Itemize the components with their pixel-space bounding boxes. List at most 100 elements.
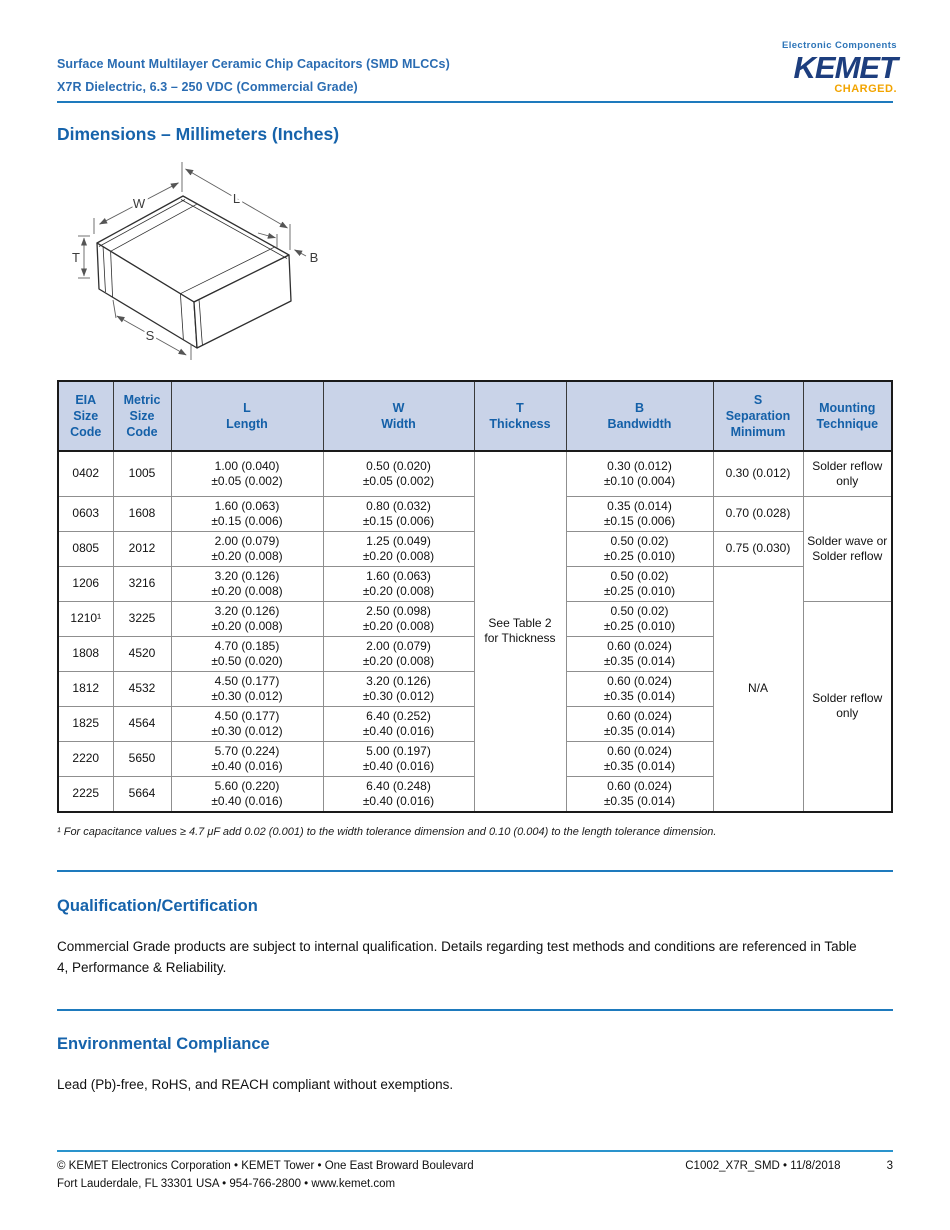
column-header: T Thickness bbox=[473, 380, 567, 452]
label-l: L bbox=[233, 191, 240, 206]
table-cell: 1.00 (0.040) ±0.05 (0.002) bbox=[170, 450, 324, 497]
table-cell: Solder reflow only bbox=[802, 600, 893, 812]
header-product-line: Surface Mount Multilayer Ceramic Chip Ca… bbox=[57, 57, 450, 71]
table-cell: 4520 bbox=[112, 635, 172, 672]
table-cell: Solder wave or Solder reflow bbox=[802, 495, 893, 602]
environmental-title: Environmental Compliance bbox=[57, 1035, 270, 1053]
table-cell: 3.20 (0.126) ±0.20 (0.008) bbox=[170, 600, 324, 637]
table-cell: 3.20 (0.126) ±0.20 (0.008) bbox=[170, 565, 324, 602]
table-cell: 0.30 (0.012) ±0.10 (0.004) bbox=[565, 450, 714, 497]
table-cell: 0.35 (0.014) ±0.15 (0.006) bbox=[565, 495, 714, 532]
chip-body bbox=[96, 195, 292, 349]
table-cell: 0.60 (0.024) ±0.35 (0.014) bbox=[565, 740, 714, 777]
table-row: 0402 1005 1.00 (0.040) ±0.05 (0.002) 0.50 (0… bbox=[57, 450, 893, 812]
dimension-labels: W L T B S bbox=[72, 189, 319, 346]
table-cell: 1808 bbox=[57, 635, 114, 672]
qualification-title: Qualification/Certification bbox=[57, 897, 258, 915]
capacitor-dimension-diagram: W L T B S bbox=[72, 162, 319, 360]
table-cell: 6.40 (0.252) ±0.40 (0.016) bbox=[322, 705, 475, 742]
table-row: 1825 4564 4.50 (0.177) ±0.30 (0.012) 6.40 (0… bbox=[57, 705, 892, 742]
table-cell: 4564 bbox=[112, 705, 172, 742]
table-cell: 0.60 (0.024) ±0.35 (0.014) bbox=[565, 775, 714, 812]
table-cell: 1.25 (0.049) ±0.20 (0.008) bbox=[322, 530, 475, 567]
table-cell: N/A bbox=[712, 565, 804, 812]
logo-charged-tagline: CHARGED. bbox=[834, 83, 897, 95]
footer-address: © KEMET Electronics Corporation • KEMET … bbox=[57, 1157, 474, 1194]
column-header: Mounting Technique bbox=[802, 380, 893, 452]
label-s: S bbox=[146, 328, 155, 343]
dimension-lines bbox=[78, 162, 307, 360]
footer-address-line1: © KEMET Electronics Corporation • KEMET … bbox=[57, 1160, 474, 1172]
logo-tagline-top: Electronic Components bbox=[781, 40, 897, 51]
table-cell: 2.00 (0.079) ±0.20 (0.008) bbox=[170, 530, 324, 567]
table-row: 2220 5650 5.70 (0.224) ±0.40 (0.016) 5.00 (0… bbox=[57, 740, 892, 777]
column-header: L Length bbox=[170, 380, 324, 452]
table-cell: 2225 bbox=[57, 775, 114, 812]
column-header: EIA Size Code bbox=[57, 380, 114, 452]
table-cell: 1608 bbox=[112, 495, 172, 532]
table-cell: 0.60 (0.024) ±0.35 (0.014) bbox=[565, 705, 714, 742]
table-cell: 0402 bbox=[57, 450, 114, 497]
table-row: 1206 3216 3.20 (0.126) ±0.20 (0.008) 1.60 (0… bbox=[57, 565, 892, 812]
table-row: 1210¹ 3225 3.20 (0.126) ±0.20 (0.008) 2.50 (… bbox=[57, 600, 893, 812]
footer-divider bbox=[57, 1150, 893, 1152]
footer-meta: C1002_X7R_SMD • 11/8/2018 3 bbox=[685, 1157, 893, 1175]
table-cell: Solder reflow only bbox=[802, 450, 893, 497]
table-cell: 0.75 (0.030) bbox=[712, 530, 804, 567]
kemet-logo: Electronic Components KEMET CHARGED. bbox=[757, 40, 899, 95]
table-cell: 2.50 (0.098) ±0.20 (0.008) bbox=[322, 600, 475, 637]
column-header: Metric Size Code bbox=[112, 380, 172, 452]
table-cell: 0603 bbox=[57, 495, 114, 532]
column-header: W Width bbox=[322, 380, 475, 452]
label-w: W bbox=[133, 196, 146, 211]
table-cell: 5.00 (0.197) ±0.40 (0.016) bbox=[322, 740, 475, 777]
table-cell: 1005 bbox=[112, 450, 172, 497]
table-cell: 3.20 (0.126) ±0.30 (0.012) bbox=[322, 670, 475, 707]
footer-address-line2: Fort Lauderdale, FL 33301 USA • 954-766-… bbox=[57, 1178, 396, 1191]
table-row: 0603 1608 1.60 (0.063) ±0.15 (0.006) 0.80 (0… bbox=[57, 495, 893, 602]
table-cell: 4.50 (0.177) ±0.30 (0.012) bbox=[170, 670, 324, 707]
table-cell: 5664 bbox=[112, 775, 172, 812]
kemet-wordmark: KEMET bbox=[793, 50, 899, 85]
table-cell: 4.70 (0.185) ±0.50 (0.020) bbox=[170, 635, 324, 672]
page-footer: © KEMET Electronics Corporation • KEMET … bbox=[57, 1157, 893, 1194]
table-cell: 2012 bbox=[112, 530, 172, 567]
table-footnote: ¹ For capacitance values ≥ 4.7 μF add 0.… bbox=[57, 826, 717, 838]
table-cell: 1.60 (0.063) ±0.15 (0.006) bbox=[170, 495, 324, 532]
thickness-note: See Table 2 for Thickness bbox=[473, 450, 567, 812]
header-divider bbox=[57, 101, 893, 103]
table-cell: 0.60 (0.024) ±0.35 (0.014) bbox=[565, 670, 714, 707]
table-cell: 4532 bbox=[112, 670, 172, 707]
table-cell: 5650 bbox=[112, 740, 172, 777]
dimensions-table-wrap: EIA Size Code Metric Size Code L Length W Width T T… bbox=[57, 380, 893, 813]
table-cell: 0.80 (0.032) ±0.15 (0.006) bbox=[322, 495, 475, 532]
environmental-body: Lead (Pb)-free, RoHS, and REACH complian… bbox=[57, 1077, 454, 1092]
footer-page-number: 3 bbox=[886, 1160, 893, 1172]
table-cell: 0.60 (0.024) ±0.35 (0.014) bbox=[565, 635, 714, 672]
table-cell: 2.00 (0.079) ±0.20 (0.008) bbox=[322, 635, 475, 672]
table-cell: 1206 bbox=[57, 565, 114, 602]
table-cell: 0.50 (0.02) ±0.25 (0.010) bbox=[565, 565, 714, 602]
table-header: EIA Size Code Metric Size Code L Length W Width T T… bbox=[57, 380, 893, 452]
table-cell: 3216 bbox=[112, 565, 172, 602]
table-cell: 2220 bbox=[57, 740, 114, 777]
footer-doc-id: C1002_X7R_SMD • 11/8/2018 bbox=[685, 1160, 841, 1172]
table-cell: 0.70 (0.028) bbox=[712, 495, 804, 532]
table-cell: 1825 bbox=[57, 705, 114, 742]
table-cell: 0.50 (0.02) ±0.25 (0.010) bbox=[565, 600, 714, 637]
table-row: 0805 2012 2.00 (0.079) ±0.20 (0.008) 1.25 (0… bbox=[57, 530, 892, 567]
table-cell: 0.50 (0.02) ±0.25 (0.010) bbox=[565, 530, 714, 567]
header-dielectric-line: X7R Dielectric, 6.3 – 250 VDC (Commercia… bbox=[57, 80, 358, 94]
label-b: B bbox=[310, 250, 319, 265]
table-cell: 3225 bbox=[112, 600, 172, 637]
table-cell: 1.60 (0.063) ±0.20 (0.008) bbox=[322, 565, 475, 602]
table-cell: 5.60 (0.220) ±0.40 (0.016) bbox=[170, 775, 324, 812]
page-title: Dimensions – Millimeters (Inches) bbox=[57, 124, 340, 144]
label-t: T bbox=[72, 250, 80, 265]
table-row: 2225 5664 5.60 (0.220) ±0.40 (0.016) 6.40 (0… bbox=[57, 775, 892, 812]
table-cell: 1812 bbox=[57, 670, 114, 707]
qualification-body: Commercial Grade products are subject to… bbox=[57, 939, 857, 975]
table-cell: 0.50 (0.020) ±0.05 (0.002) bbox=[322, 450, 475, 497]
table-cell: 6.40 (0.248) ±0.40 (0.016) bbox=[322, 775, 475, 812]
column-header: S Separation Minimum bbox=[712, 380, 804, 452]
